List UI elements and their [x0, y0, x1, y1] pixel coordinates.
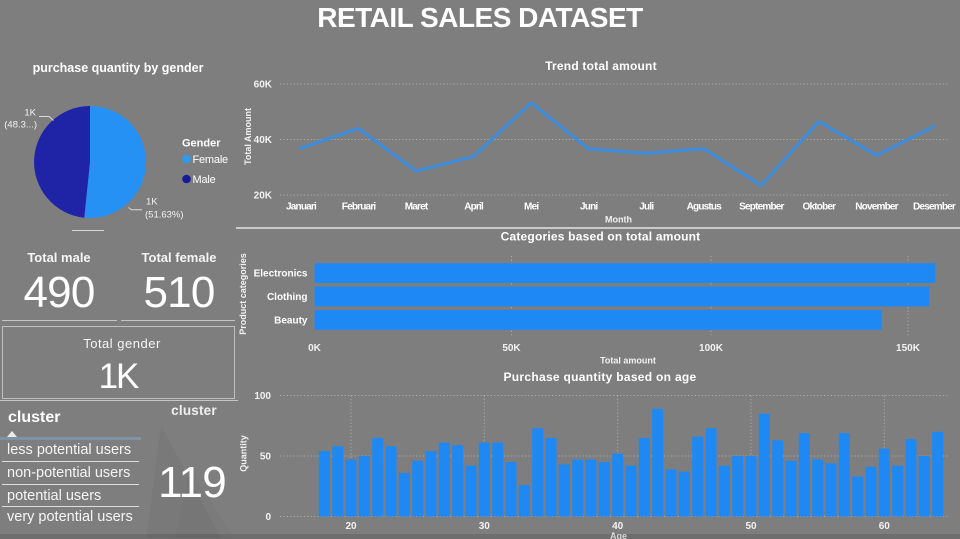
svg-text:Male: Male: [193, 174, 216, 186]
svg-text:Purchase quantity based on age: Purchase quantity based on age: [503, 370, 696, 384]
svg-text:Product categories: Product categories: [238, 253, 248, 335]
svg-text:Maret: Maret: [405, 202, 429, 213]
svg-text:Total amount: Total amount: [600, 356, 656, 366]
svg-text:150K: 150K: [896, 343, 921, 354]
svg-text:Mei: Mei: [524, 202, 539, 213]
svg-text:Quantity: Quantity: [239, 435, 249, 472]
svg-text:Februari: Februari: [342, 202, 377, 213]
svg-text:Clothing: Clothing: [267, 292, 308, 303]
svg-text:Age: Age: [610, 531, 627, 539]
svg-text:November: November: [855, 202, 898, 213]
svg-text:purchase quantity by gender: purchase quantity by gender: [33, 61, 204, 75]
svg-text:April: April: [464, 202, 484, 213]
svg-text:0: 0: [265, 512, 271, 523]
svg-text:50: 50: [260, 452, 272, 463]
svg-text:100: 100: [254, 391, 271, 402]
svg-text:Gender: Gender: [182, 138, 221, 150]
svg-text:(51.63%): (51.63%): [145, 210, 184, 221]
svg-text:Total Amount: Total Amount: [243, 108, 253, 165]
svg-text:Beauty: Beauty: [274, 315, 308, 326]
svg-text:60: 60: [879, 521, 891, 532]
svg-text:Month: Month: [605, 215, 632, 225]
svg-text:Oktober: Oktober: [803, 202, 837, 213]
svg-text:50K: 50K: [502, 343, 521, 354]
svg-text:20: 20: [345, 521, 357, 532]
svg-text:Juli: Juli: [639, 202, 654, 213]
svg-text:Agustus: Agustus: [687, 202, 723, 213]
svg-text:30: 30: [479, 521, 491, 532]
svg-text:1K: 1K: [146, 197, 158, 208]
svg-text:50: 50: [745, 521, 757, 532]
svg-text:40: 40: [612, 521, 624, 532]
svg-text:100K: 100K: [699, 343, 724, 354]
svg-text:0K: 0K: [308, 343, 322, 354]
svg-text:September: September: [739, 202, 784, 213]
svg-text:(48.3...): (48.3...): [4, 120, 37, 131]
svg-text:Trend total amount: Trend total amount: [545, 59, 657, 73]
svg-text:60K: 60K: [254, 80, 273, 91]
svg-text:40K: 40K: [254, 135, 273, 146]
svg-text:20K: 20K: [254, 191, 273, 202]
svg-text:Juni: Juni: [580, 202, 598, 213]
svg-text:1K: 1K: [24, 108, 36, 119]
svg-text:Categories based on total amou: Categories based on total amount: [501, 231, 701, 244]
svg-text:Electronics: Electronics: [254, 269, 308, 280]
svg-text:Desember: Desember: [913, 202, 956, 213]
svg-text:Female: Female: [193, 154, 229, 166]
svg-text:Januari: Januari: [286, 202, 317, 213]
